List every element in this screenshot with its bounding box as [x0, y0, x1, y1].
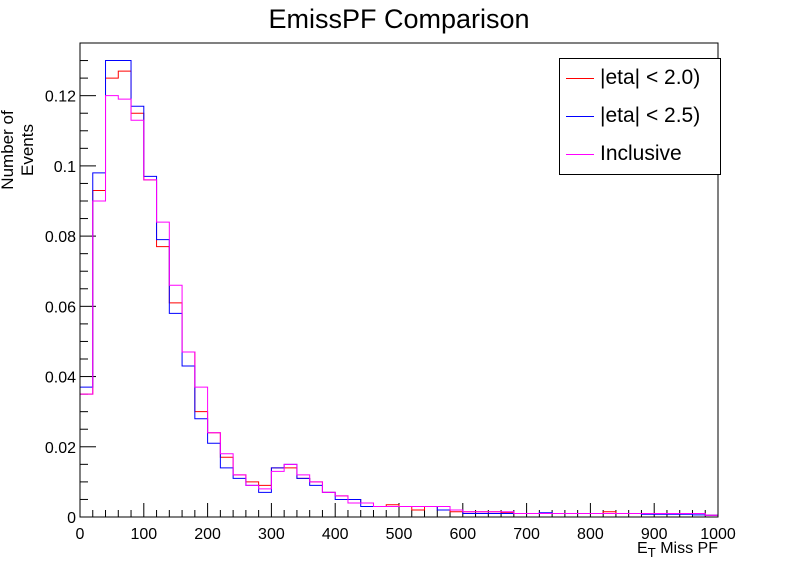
legend-entry-eta-2-0: |eta| < 2.0)	[566, 63, 700, 93]
legend-swatch-eta-2-5	[566, 115, 594, 117]
legend-swatch-eta-2-0	[566, 77, 594, 79]
y-tick-label: 0.12	[45, 89, 76, 106]
x-tick-label: 700	[513, 526, 540, 543]
y-tick-label: 0.1	[54, 159, 76, 176]
x-tick-label: 300	[258, 526, 285, 543]
series-line-2	[79, 95, 718, 517]
legend-entry-inclusive: Inclusive	[566, 139, 682, 169]
chart-title: EmissPF Comparison	[268, 4, 530, 34]
x-tick-label: 400	[322, 526, 349, 543]
x-tick-label: 500	[386, 526, 413, 543]
y-tick-label: 0.02	[45, 440, 76, 457]
x-tick-label: 900	[641, 526, 668, 543]
x-tick-label: 600	[449, 526, 476, 543]
y-tick-label: 0.06	[45, 299, 76, 316]
y-axis-label: Number of Events	[0, 110, 37, 190]
x-tick-label: 1000	[700, 526, 736, 543]
y-tick-label: 0.04	[45, 370, 76, 387]
x-tick-label: 800	[577, 526, 604, 543]
x-axis-label-main: E	[636, 540, 648, 557]
x-tick-label: 200	[194, 526, 221, 543]
y-tick-label: 0	[67, 510, 76, 527]
x-tick-label: 0	[76, 526, 85, 543]
y-tick-label: 0.08	[45, 229, 76, 246]
legend-entry-eta-2-5: |eta| < 2.5)	[566, 101, 700, 131]
x-axis-label-subscript: T	[647, 545, 656, 561]
x-axis-label-rest: Miss PF	[655, 540, 718, 557]
legend: |eta| < 2.0) |eta| < 2.5) Inclusive	[559, 58, 721, 175]
legend-swatch-inclusive	[566, 153, 594, 155]
x-tick-label: 100	[130, 526, 157, 543]
legend-label-inclusive: Inclusive	[600, 142, 682, 165]
tick-labels: 0 100 200 300 400 500 600 700 800 900 1000 0 0.02 0.0…	[45, 89, 736, 543]
x-axis-label: ET Miss PF	[637, 540, 718, 560]
legend-label-eta-2-0: |eta| < 2.0)	[600, 66, 701, 89]
series-layer	[79, 60, 718, 517]
legend-label-eta-2-5: |eta| < 2.5)	[600, 104, 701, 127]
plot-frame	[79, 42, 719, 518]
